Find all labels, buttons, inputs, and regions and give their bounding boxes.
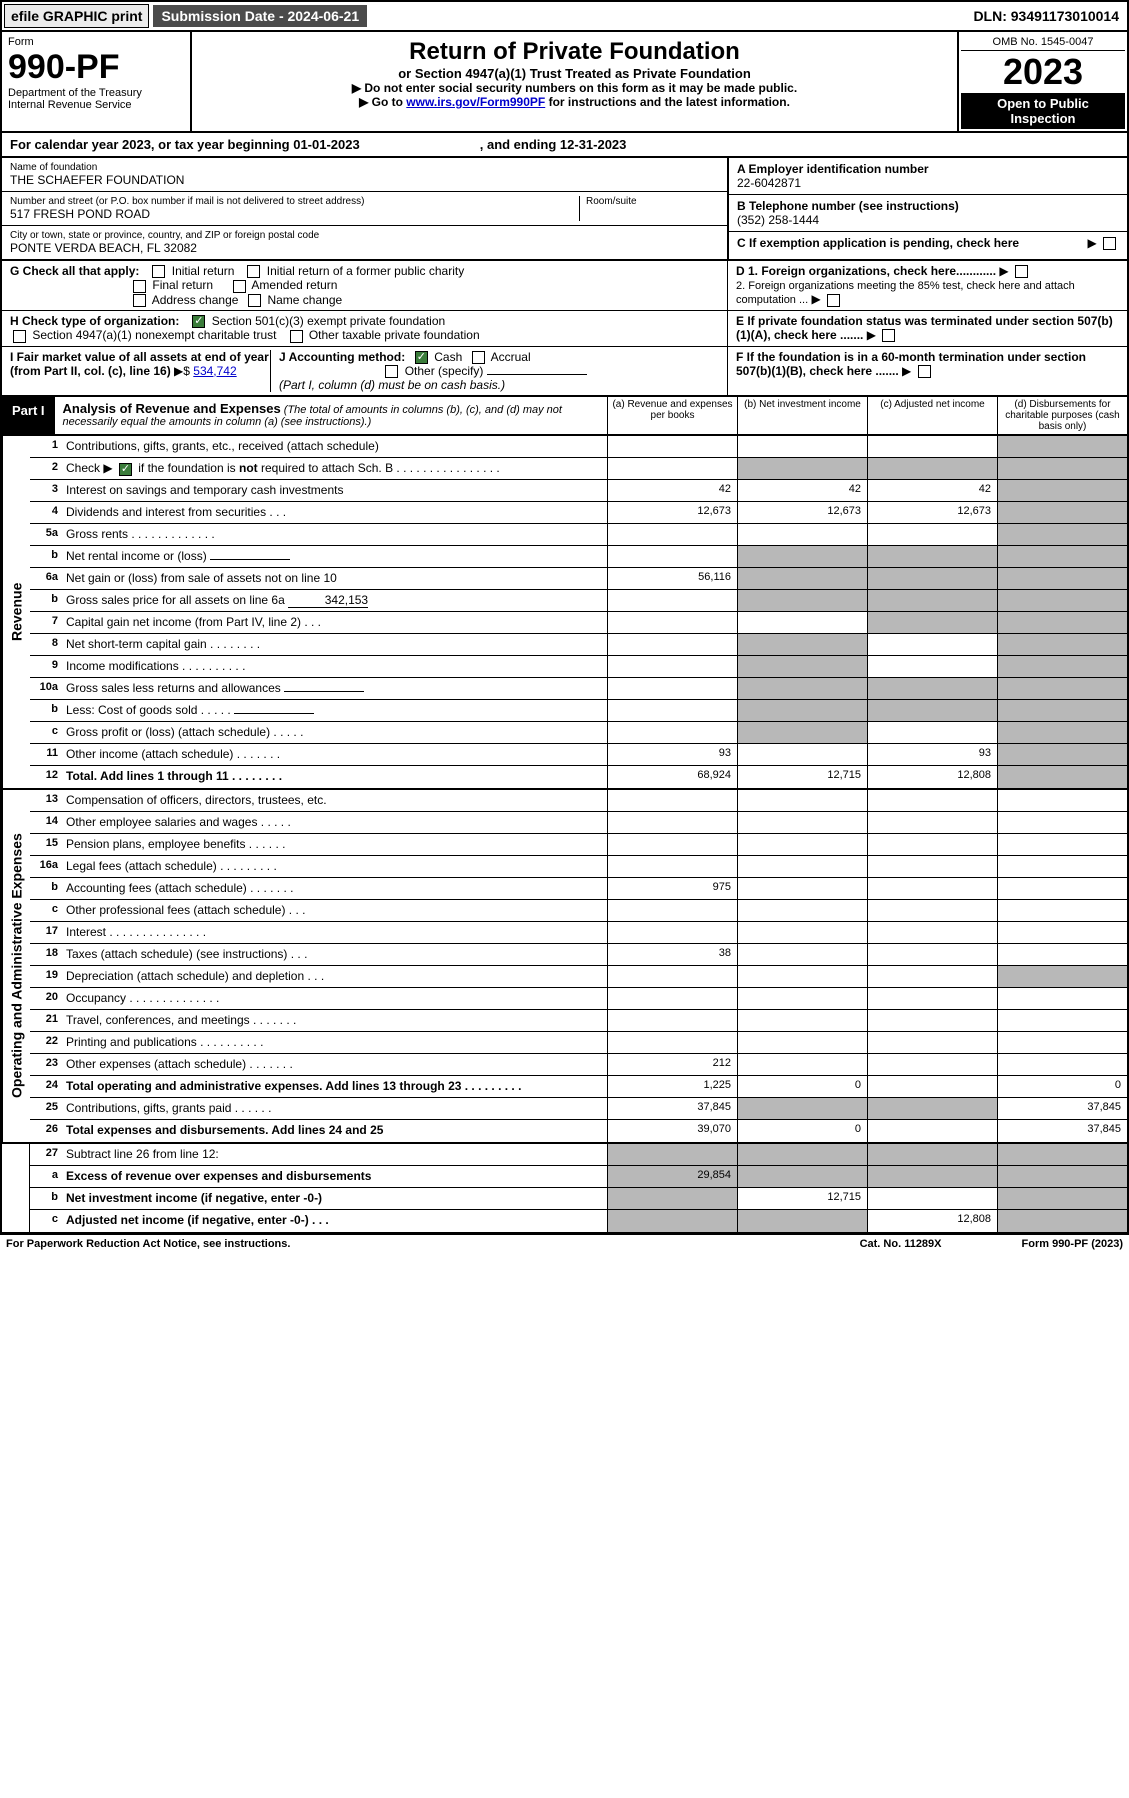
g-label: G Check all that apply:	[10, 264, 139, 278]
exemption-pending: C If exemption application is pending, c…	[737, 236, 1019, 250]
name-label: Name of foundation	[10, 162, 719, 173]
form-subtitle: or Section 4947(a)(1) Trust Treated as P…	[198, 66, 951, 81]
checkbox-other-method[interactable]	[385, 365, 398, 378]
street-address: 517 FRESH POND ROAD	[10, 207, 579, 221]
expenses-section: Operating and Administrative Expenses 13…	[0, 790, 1129, 1144]
d2-label: 2. Foreign organizations meeting the 85%…	[736, 280, 1075, 306]
e-label: E If private foundation status was termi…	[736, 314, 1113, 342]
top-bar: efile GRAPHIC print Submission Date - 20…	[0, 0, 1129, 32]
checkbox-d1[interactable]	[1015, 265, 1028, 278]
checkbox-4947[interactable]	[13, 330, 26, 343]
checkbox-initial-former[interactable]	[247, 265, 260, 278]
j-label: J Accounting method:	[279, 350, 405, 364]
form-number: 990-PF	[8, 48, 184, 87]
city-label: City or town, state or province, country…	[10, 230, 719, 241]
j-note: (Part I, column (d) must be on cash basi…	[279, 378, 505, 392]
form-note2: ▶ Go to www.irs.gov/Form990PF for instru…	[198, 95, 951, 109]
col-a-header: (a) Revenue and expenses per books	[607, 397, 737, 434]
addr-label: Number and street (or P.O. box number if…	[10, 196, 579, 207]
dept-line: Department of the Treasury	[8, 87, 184, 99]
checkbox-section: G Check all that apply: Initial return I…	[0, 261, 1129, 397]
d1-label: D 1. Foreign organizations, check here..…	[736, 264, 996, 278]
year-block: OMB No. 1545-0047 2023 Open to Public In…	[957, 32, 1127, 131]
revenue-section: Revenue 1Contributions, gifts, grants, e…	[0, 436, 1129, 790]
efile-badge[interactable]: efile GRAPHIC print	[4, 4, 149, 28]
checkbox-e[interactable]	[882, 329, 895, 342]
part1-header: Part I Analysis of Revenue and Expenses …	[0, 397, 1129, 436]
checkbox-d2[interactable]	[827, 294, 840, 307]
tax-year: 2023	[961, 51, 1125, 93]
cat-no: Cat. No. 11289X	[860, 1238, 942, 1250]
city-state-zip: PONTE VERDA BEACH, FL 32082	[10, 241, 719, 255]
checkbox-f[interactable]	[918, 365, 931, 378]
ein-label: A Employer identification number	[737, 162, 1119, 176]
entity-info: Name of foundation THE SCHAEFER FOUNDATI…	[0, 158, 1129, 261]
col-c-header: (c) Adjusted net income	[867, 397, 997, 434]
page-footer: For Paperwork Reduction Act Notice, see …	[0, 1234, 1129, 1253]
submission-date: Submission Date - 2024-06-21	[153, 5, 367, 27]
ein-value: 22-6042871	[737, 176, 1119, 190]
paperwork-notice: For Paperwork Reduction Act Notice, see …	[6, 1238, 290, 1250]
form-title-block: Return of Private Foundation or Section …	[192, 32, 957, 131]
irs-link[interactable]: www.irs.gov/Form990PF	[406, 95, 545, 109]
checkbox-501c3[interactable]	[192, 315, 205, 328]
checkbox-c[interactable]	[1103, 237, 1116, 250]
form-ref: Form 990-PF (2023)	[1022, 1238, 1123, 1250]
open-inspection: Open to Public Inspection	[961, 93, 1125, 129]
col-d-header: (d) Disbursements for charitable purpose…	[997, 397, 1127, 434]
checkbox-accrual[interactable]	[472, 351, 485, 364]
dln: DLN: 93491173010014	[967, 5, 1125, 27]
part1-desc: Analysis of Revenue and Expenses (The to…	[55, 397, 607, 434]
f-label: F If the foundation is in a 60-month ter…	[736, 350, 1086, 378]
checkbox-initial[interactable]	[152, 265, 165, 278]
form-label: Form	[8, 36, 184, 48]
fmv-value[interactable]: 534,742	[193, 364, 236, 378]
revenue-sidebar: Revenue	[2, 436, 30, 788]
checkbox-other-taxable[interactable]	[290, 330, 303, 343]
irs-line: Internal Revenue Service	[8, 99, 184, 111]
omb-number: OMB No. 1545-0047	[961, 34, 1125, 51]
form-note1: ▶ Do not enter social security numbers o…	[198, 81, 951, 95]
calendar-year-row: For calendar year 2023, or tax year begi…	[0, 133, 1129, 158]
checkbox-final[interactable]	[133, 280, 146, 293]
col-b-header: (b) Net investment income	[737, 397, 867, 434]
checkbox-name-change[interactable]	[248, 294, 261, 307]
checkbox-cash[interactable]	[415, 351, 428, 364]
form-id-block: Form 990-PF Department of the Treasury I…	[2, 32, 192, 131]
checkbox-amended[interactable]	[233, 280, 246, 293]
phone-label: B Telephone number (see instructions)	[737, 199, 1119, 213]
phone-value: (352) 258-1444	[737, 213, 1119, 227]
room-label: Room/suite	[586, 196, 719, 207]
foundation-name: THE SCHAEFER FOUNDATION	[10, 173, 719, 187]
h-label: H Check type of organization:	[10, 314, 179, 328]
expenses-sidebar: Operating and Administrative Expenses	[2, 790, 30, 1142]
checkbox-address-change[interactable]	[133, 294, 146, 307]
form-title: Return of Private Foundation	[198, 38, 951, 66]
part1-tag: Part I	[2, 397, 55, 434]
form-header: Form 990-PF Department of the Treasury I…	[0, 32, 1129, 133]
net-section: 27Subtract line 26 from line 12:aExcess …	[0, 1144, 1129, 1234]
